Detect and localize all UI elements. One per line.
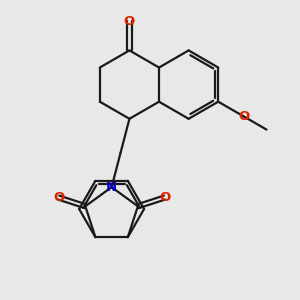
Text: O: O bbox=[124, 15, 135, 28]
Text: O: O bbox=[53, 191, 64, 204]
Text: O: O bbox=[239, 110, 250, 123]
Text: N: N bbox=[106, 181, 117, 194]
Text: O: O bbox=[159, 191, 170, 204]
